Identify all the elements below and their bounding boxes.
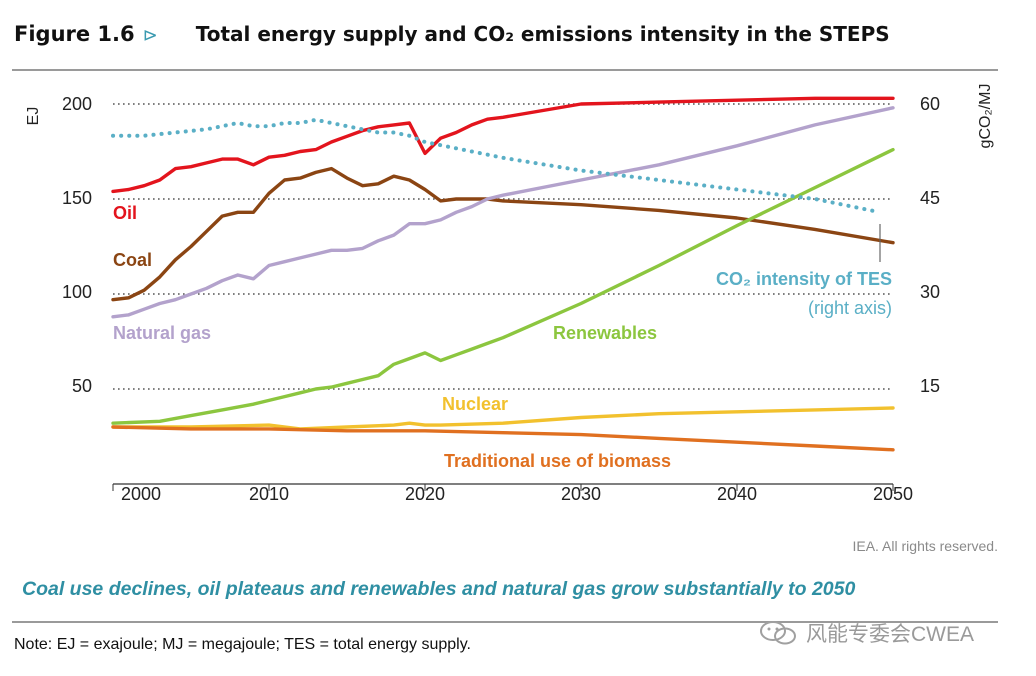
top-rule [12, 69, 998, 71]
line-chart: 2000 2010 2020 2030 2040 2050 200 150 10… [25, 84, 994, 504]
y-tick-label-50: 50 [72, 376, 92, 396]
series-label-biomass: Traditional use of biomass [444, 451, 671, 471]
bottom-rule [12, 621, 998, 623]
y-right-tick-label-15: 15 [920, 376, 940, 396]
y-right-tick-label-45: 45 [920, 188, 940, 208]
figure-note: Note: EJ = exajoule; MJ = megajoule; TES… [14, 636, 471, 653]
series-line-oil [111, 96, 895, 194]
wechat-icon [760, 621, 796, 645]
axis-layer: 2000 2010 2020 2030 2040 2050 200 150 10… [25, 84, 994, 504]
series-line-natural-gas [111, 106, 895, 319]
series-line-renewables [111, 147, 895, 425]
series-label-co2-intensity: CO₂ intensity of TES [716, 269, 892, 289]
y-right-tick-label-60: 60 [920, 94, 940, 114]
series-line-nuclear [111, 406, 895, 431]
figure-caption: Coal use declines, oil plateaus and rene… [22, 578, 856, 600]
series-line-co-intensity-of-tes [111, 117, 880, 214]
series-line-traditional-use-of-biomass [111, 425, 895, 452]
series-label-natural-gas: Natural gas [113, 323, 211, 343]
figure-arrow-icon: ⊳ [142, 25, 158, 45]
y-right-tick-label-30: 30 [920, 282, 940, 302]
x-tick-label-2020: 2020 [405, 484, 445, 504]
credit-text: IEA. All rights reserved. [852, 538, 998, 554]
y-tick-label-100: 100 [62, 282, 92, 302]
figure-number: Figure 1.6 [14, 22, 135, 46]
watermark-text: 风能专委会CWEA [806, 623, 974, 646]
series-label-coal: Coal [113, 250, 152, 270]
series-layer [111, 96, 895, 452]
figure-title: Total energy supply and CO₂ emissions in… [195, 22, 890, 46]
y-axis-label-right: gCO₂/MJ [977, 84, 994, 149]
grid-layer [113, 103, 893, 390]
series-line-coal [111, 166, 895, 302]
y-tick-label-150: 150 [62, 188, 92, 208]
x-tick-label-2010: 2010 [249, 484, 289, 504]
series-label-oil: Oil [113, 203, 137, 223]
y-tick-label-200: 200 [62, 94, 92, 114]
series-sublabel-right-axis: (right axis) [808, 298, 892, 318]
x-tick-label-2050: 2050 [873, 484, 913, 504]
watermark: 风能专委会CWEA [758, 618, 974, 648]
figure-title-row: Figure 1.6 ⊳ Total energy supply and CO₂… [14, 22, 890, 56]
x-tick-label-2040: 2040 [717, 484, 757, 504]
series-label-nuclear: Nuclear [442, 394, 508, 414]
series-label-renewables: Renewables [553, 323, 657, 343]
series-labels: Oil Coal Natural gas Renewables Nuclear … [113, 203, 892, 471]
y-axis-label-left: EJ [25, 107, 42, 126]
x-tick-label-2030: 2030 [561, 484, 601, 504]
x-tick-label-2000: 2000 [121, 484, 161, 504]
